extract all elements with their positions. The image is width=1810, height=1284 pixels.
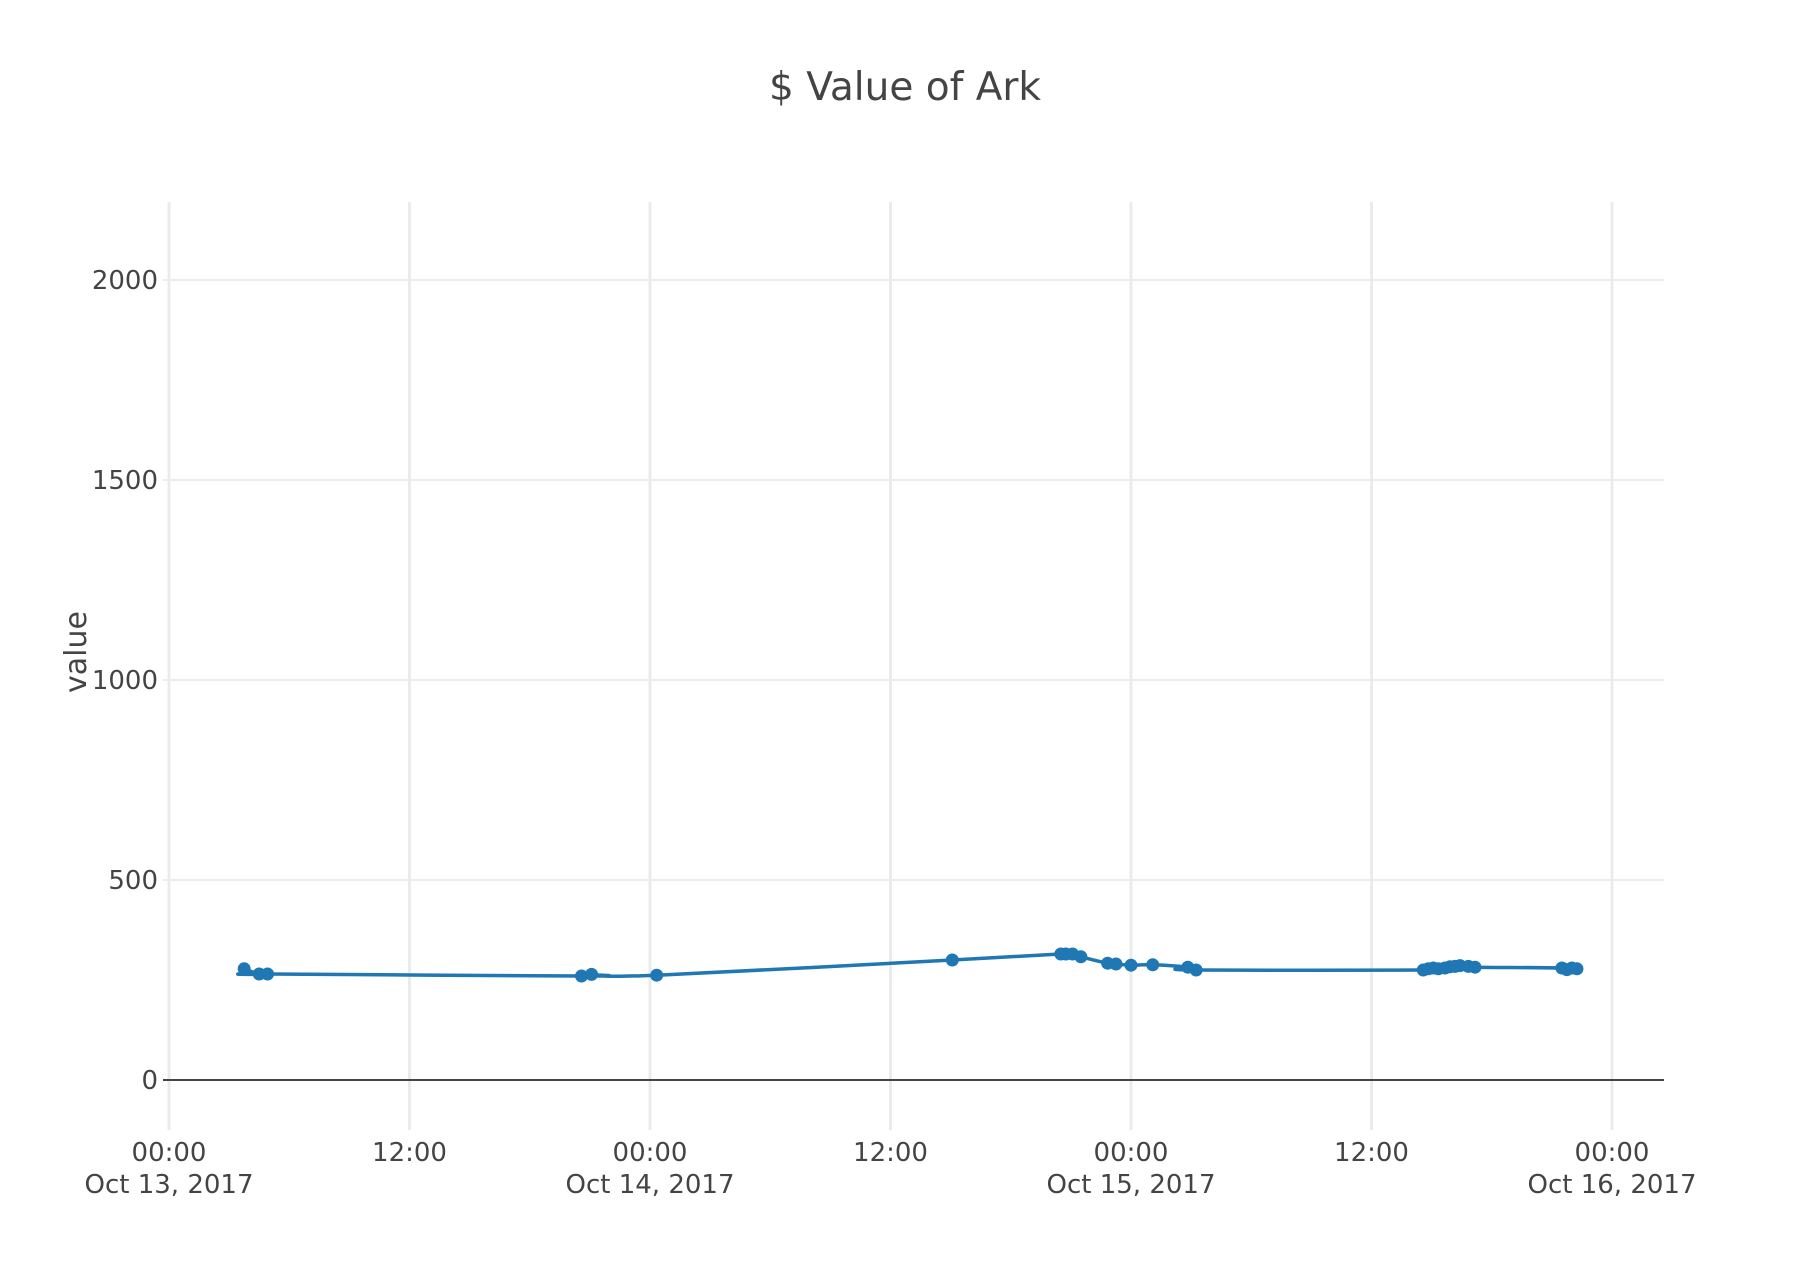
data-point <box>237 962 251 976</box>
data-point <box>585 967 599 981</box>
y-tick-label: 0 <box>141 1066 158 1096</box>
series-layer <box>236 947 1584 983</box>
y-tick-label: 2000 <box>92 266 158 296</box>
chart-title: $ Value of Ark <box>769 65 1041 110</box>
data-point <box>1570 962 1584 976</box>
x-tick-date-label: Oct 15, 2017 <box>1047 1170 1216 1200</box>
data-point <box>1468 960 1482 974</box>
x-tick-date-label: Oct 14, 2017 <box>566 1170 735 1200</box>
y-axis-title: value <box>59 611 94 693</box>
x-tick-label: 00:00 <box>1094 1138 1169 1168</box>
data-point <box>1124 958 1138 972</box>
data-point <box>1189 963 1203 977</box>
x-tick-label: 12:00 <box>1334 1138 1409 1168</box>
data-point <box>650 968 664 982</box>
x-tick-label: 00:00 <box>1575 1138 1650 1168</box>
data-point <box>1074 950 1088 964</box>
data-point <box>575 969 589 983</box>
data-point <box>1146 958 1160 972</box>
x-tick-date-label: Oct 13, 2017 <box>85 1170 254 1200</box>
x-tick-label: 00:00 <box>132 1138 207 1168</box>
x-tick-label: 12:00 <box>853 1138 928 1168</box>
data-point <box>1109 957 1123 971</box>
series-line <box>236 951 1579 979</box>
x-tick-label: 12:00 <box>372 1138 447 1168</box>
data-point <box>261 967 275 981</box>
y-tick-label: 1500 <box>92 466 158 496</box>
y-tick-label: 500 <box>108 866 158 896</box>
grid <box>163 202 1664 1130</box>
data-point <box>945 953 959 967</box>
x-tick-label: 00:00 <box>613 1138 688 1168</box>
x-tick-date-label: Oct 16, 2017 <box>1528 1170 1697 1200</box>
y-tick-label: 1000 <box>92 666 158 696</box>
